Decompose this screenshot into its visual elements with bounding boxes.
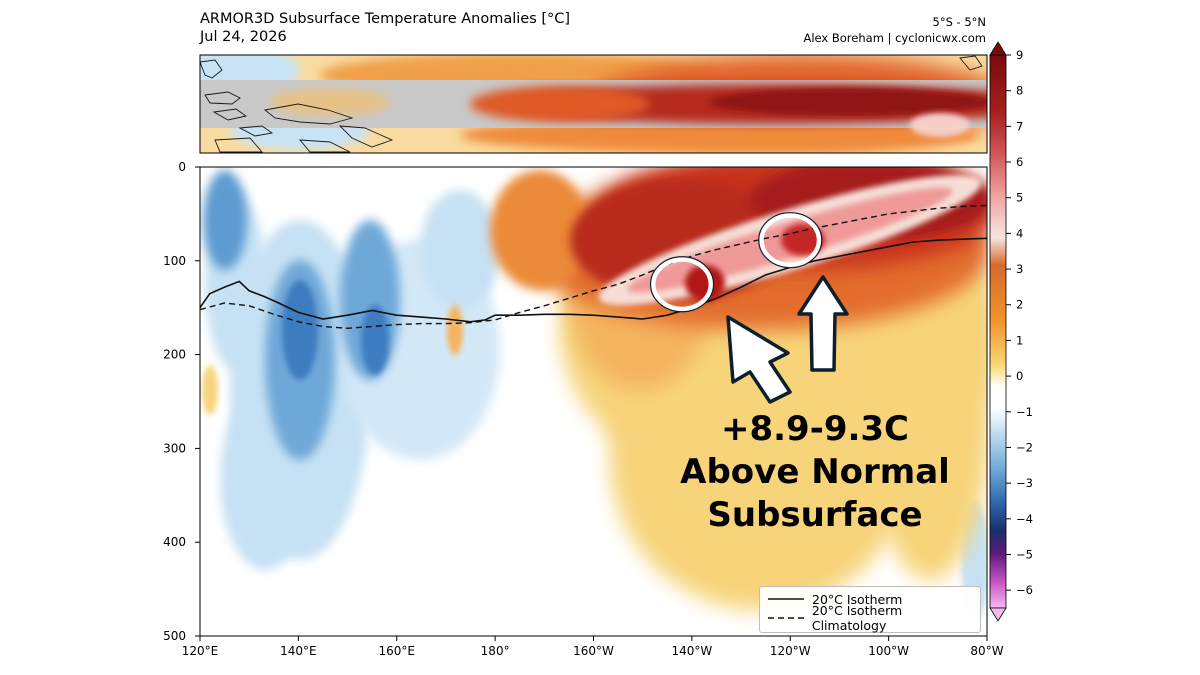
colorbar-tick-label: 6 — [1016, 155, 1023, 169]
y-tick-label: 200 — [163, 348, 186, 362]
x-tick-label: 160°W — [573, 644, 614, 658]
x-tick-label: 100°W — [868, 644, 909, 658]
legend-entry-climatology: 20°C Isotherm Climatology — [768, 603, 980, 633]
highlight-circle — [758, 212, 822, 268]
legend: 20°C Isotherm 20°C Isotherm Climatology — [759, 586, 981, 633]
colorbar-tick-label: 7 — [1016, 119, 1023, 133]
callout-line-3: Subsurface — [707, 495, 923, 535]
legend-label: 20°C Isotherm — [812, 591, 903, 607]
colorbar-tick-label: 1 — [1016, 333, 1023, 347]
arrow-right — [797, 275, 849, 372]
x-tick-label: 140°E — [280, 644, 317, 658]
colorbar: 9 8 7 6 5 4 3 2 1 0 −1 −2 −3 −4 −5 −6 — [989, 41, 1033, 622]
isotherm-climatology-line — [200, 204, 987, 330]
highlight-circle — [650, 256, 714, 312]
chart-title: ARMOR3D Subsurface Temperature Anomalies… — [200, 11, 571, 27]
colorbar-tick-label: 5 — [1016, 191, 1023, 205]
colorbar-tick-label: −1 — [1016, 405, 1033, 419]
depth-section-panel: 120°E 140°E 160°E 180° 160°W 140°W 120°W 100°W 8… — [163, 160, 1004, 658]
colorbar-tick-label: 3 — [1016, 262, 1023, 276]
colorbar-tick-label: −3 — [1016, 476, 1033, 490]
y-tick-label: 500 — [163, 629, 186, 643]
y-axis: 0 100 200 300 400 500 — [163, 160, 200, 643]
y-tick-label: 0 — [178, 160, 186, 174]
colorbar-tick-label: 8 — [1016, 84, 1023, 98]
arrow-left — [726, 315, 792, 404]
colorbar-tick-label: −6 — [1016, 583, 1033, 597]
colorbar-tick-label: 0 — [1016, 369, 1023, 383]
highlight-circle-outline — [758, 212, 823, 269]
colorbar-tick-label: −4 — [1016, 512, 1033, 526]
highlight-circle-outline — [649, 256, 715, 313]
callout-line-2: Above Normal — [680, 452, 950, 492]
x-tick-label: 180° — [481, 644, 510, 658]
x-tick-label: 140°W — [671, 644, 712, 658]
colorbar-tick-label: 9 — [1016, 48, 1023, 62]
x-axis: 120°E 140°E 160°E 180° 160°W 140°W 120°W 100°W 8… — [182, 636, 1004, 658]
isotherm-line — [200, 237, 987, 323]
chart-date: Jul 24, 2026 — [200, 29, 287, 45]
callout-line-1: +8.9-9.3C — [720, 409, 909, 449]
x-tick-label: 80°W — [970, 644, 1003, 658]
x-tick-label: 120°W — [770, 644, 811, 658]
colorbar-tick-label: −2 — [1016, 440, 1033, 454]
colorbar-tick-label: −5 — [1016, 547, 1033, 561]
y-tick-label: 300 — [163, 441, 186, 455]
y-tick-label: 400 — [163, 535, 186, 549]
region-label: 5°S - 5°N — [932, 15, 987, 29]
map-panel — [199, 54, 988, 154]
legend-entry-isotherm: 20°C Isotherm — [768, 591, 902, 607]
x-tick-label: 160°E — [379, 644, 416, 658]
highlight-circles — [649, 212, 823, 313]
anomaly-callout: +8.9-9.3C Above Normal Subsurface — [660, 408, 970, 537]
x-tick-label: 120°E — [182, 644, 219, 658]
credit-label: Alex Boreham | cyclonicwx.com — [803, 31, 986, 45]
y-tick-label: 100 — [163, 254, 186, 268]
colorbar-tick-label: 4 — [1016, 226, 1023, 240]
legend-label: 20°C Isotherm Climatology — [811, 603, 903, 633]
colorbar-tick-label: 2 — [1016, 298, 1023, 312]
